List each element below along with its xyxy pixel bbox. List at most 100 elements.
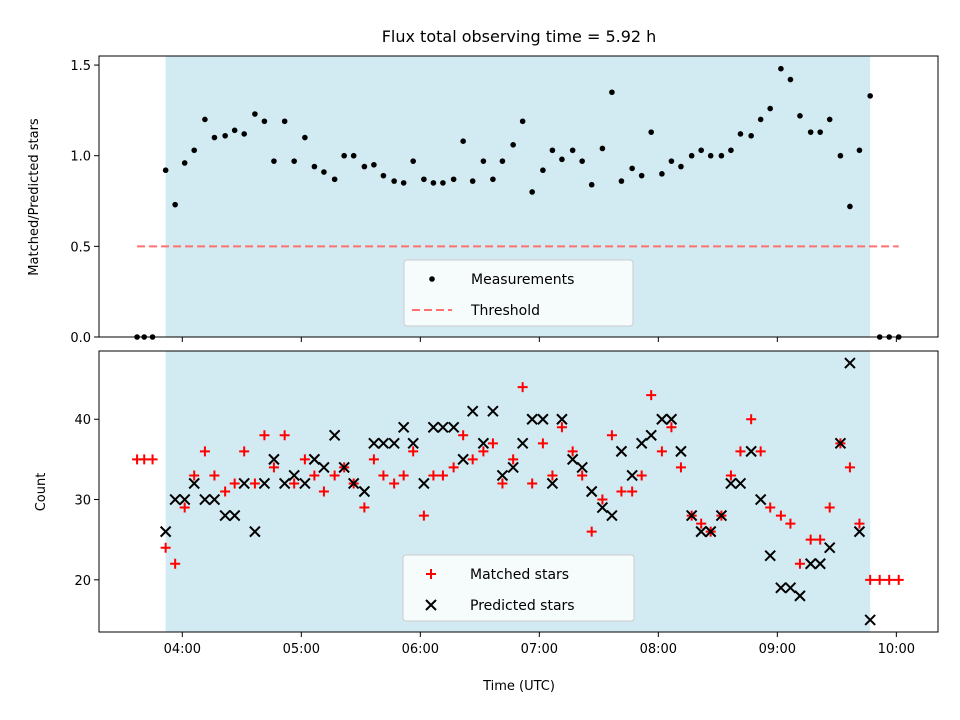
measurement-point xyxy=(302,134,308,141)
matched-star-point xyxy=(785,518,796,529)
predicted-star-point xyxy=(695,525,707,538)
predicted-star-point xyxy=(704,525,717,538)
y-tick-label: 20 xyxy=(74,574,91,589)
predicted-star-point xyxy=(249,525,261,538)
predicted-star-point xyxy=(447,421,460,433)
measurement-point xyxy=(331,176,338,183)
measurement-point xyxy=(728,147,734,154)
predicted-star-point xyxy=(556,413,568,425)
predicted-star-point xyxy=(328,429,341,442)
predicted-star-point xyxy=(784,582,797,594)
predicted-star-point xyxy=(606,509,618,522)
measurement-point xyxy=(797,113,803,119)
measurement-point xyxy=(469,178,476,184)
matched-star-point xyxy=(478,446,489,457)
axes-frame xyxy=(98,350,939,633)
measurement-point xyxy=(856,147,863,154)
measurement-point xyxy=(569,147,576,154)
matched-star-point xyxy=(517,382,528,393)
measurement-point xyxy=(618,178,625,184)
matched-star-point xyxy=(775,510,786,521)
matched-star-point xyxy=(487,438,498,449)
matched-star-point xyxy=(239,446,250,457)
matched-star-point xyxy=(537,438,548,449)
y-tick-label: 30 xyxy=(74,494,91,509)
predicted-star-point xyxy=(199,493,211,506)
predicted-star-point xyxy=(834,437,847,450)
matched-star-point xyxy=(755,446,766,457)
x-tick-label: 10:00 xyxy=(878,642,915,657)
predicted-star-point xyxy=(764,550,776,562)
predicted-star-point xyxy=(208,493,221,506)
predicted-star-point xyxy=(477,437,490,450)
predicted-star-point xyxy=(516,437,529,450)
measurement-point xyxy=(222,132,228,139)
x-tick-label: 05:00 xyxy=(283,642,320,657)
legend-marker-plus xyxy=(426,569,436,579)
measurement-point xyxy=(519,118,526,125)
matched-star-point xyxy=(666,422,677,433)
y-tick-label: 0.0 xyxy=(70,331,91,346)
predicted-star-point xyxy=(377,437,390,450)
matched-star-point xyxy=(805,534,816,545)
measurement-point xyxy=(430,180,437,186)
predicted-star-point xyxy=(318,461,330,474)
series-predicted-stars xyxy=(159,357,876,626)
measurement-point xyxy=(440,180,446,186)
predicted-star-point xyxy=(188,477,200,490)
matched-star-point xyxy=(249,478,260,489)
measurement-point xyxy=(499,158,506,164)
matched-star-point xyxy=(636,470,647,481)
matched-star-point xyxy=(448,462,459,473)
matched-star-point xyxy=(170,558,181,569)
measurement-point xyxy=(510,142,516,148)
x-tick-label: 09:00 xyxy=(759,642,796,657)
predicted-star-point xyxy=(288,469,300,482)
matched-star-point xyxy=(189,470,200,481)
predicted-star-point xyxy=(665,413,678,425)
measurement-point xyxy=(807,129,814,135)
measurement-point xyxy=(599,145,606,152)
legend-label: Threshold xyxy=(470,303,540,319)
measurement-point xyxy=(391,178,397,184)
matched-star-point xyxy=(289,478,300,489)
predicted-star-point xyxy=(219,509,231,522)
predicted-star-point xyxy=(745,445,757,458)
measurement-point xyxy=(410,158,416,164)
series-matched-stars xyxy=(132,382,904,585)
measurement-point xyxy=(181,160,188,166)
matched-star-point xyxy=(329,470,340,481)
matched-star-point xyxy=(815,534,826,545)
matched-star-point xyxy=(318,486,329,497)
matched-star-point xyxy=(646,390,657,401)
measurement-point xyxy=(211,134,218,141)
measurement-point xyxy=(202,116,208,123)
count-panel: 20 30 40 04:00 05:00 06:00 07:00 08:00 09:00 10:0… xyxy=(74,350,939,657)
y-tick-label: 1.5 xyxy=(70,59,91,74)
measurement-point xyxy=(668,158,675,164)
measurement-point xyxy=(648,129,654,135)
predicted-star-point xyxy=(338,461,350,474)
predicted-star-point xyxy=(546,477,559,490)
legend-box xyxy=(402,554,635,622)
matched-star-point xyxy=(179,502,190,513)
matched-star-point xyxy=(556,422,567,433)
predicted-star-point xyxy=(308,453,321,466)
predicted-star-point xyxy=(437,421,449,433)
measurement-point xyxy=(638,172,645,179)
matched-star-point xyxy=(259,430,270,441)
ratio-panel: 0.0 0.5 1.0 1.5 Measurements Threshold xyxy=(70,55,939,346)
predicted-star-point xyxy=(626,469,638,482)
predicted-star-point xyxy=(814,558,826,570)
matched-star-point xyxy=(675,462,686,473)
predicted-star-point xyxy=(656,413,668,425)
predicted-star-point xyxy=(823,541,836,554)
predicted-star-point xyxy=(169,493,181,506)
x-tick-label: 06:00 xyxy=(402,642,439,657)
measurement-point xyxy=(261,118,268,125)
measurement-point xyxy=(172,201,178,208)
matched-star-point xyxy=(199,446,210,457)
measurement-point xyxy=(480,158,487,164)
matched-star-point xyxy=(147,454,158,465)
